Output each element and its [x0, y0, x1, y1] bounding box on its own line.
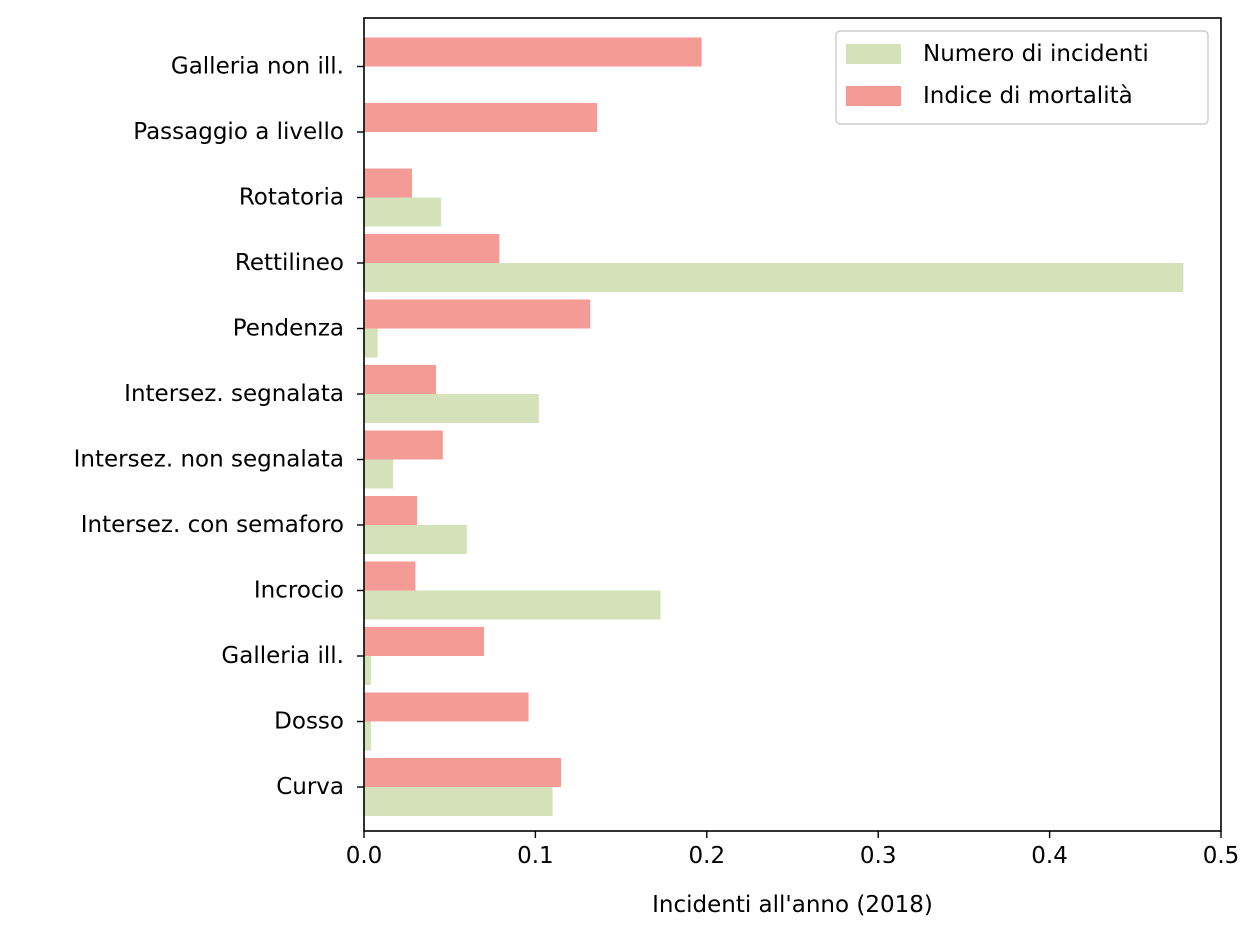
bar-s0-2 [364, 656, 371, 685]
y-tick-label-0: Curva [276, 774, 344, 800]
y-tick-label-3: Incrocio [254, 578, 344, 604]
x-tick-label-2: 0.2 [689, 843, 726, 869]
bar-s0-8 [364, 263, 1184, 292]
bar-s1-7 [364, 299, 591, 329]
x-axis-label: Incidenti all'anno (2018) [652, 892, 933, 918]
bars-layer [364, 37, 1184, 816]
bar-s0-0 [364, 787, 553, 816]
y-tick-label-5: Intersez. non segnalata [74, 447, 344, 473]
bar-s1-1 [364, 692, 529, 722]
bar-s1-2 [364, 627, 484, 656]
bar-s1-3 [364, 561, 416, 591]
bar-s0-9 [364, 197, 442, 227]
y-tick-label-8: Rettilineo [235, 250, 344, 276]
y-tick-label-4: Intersez. con semaforo [81, 512, 344, 538]
legend-box [835, 30, 1209, 125]
legend-swatch-1 [846, 86, 901, 106]
bar-s1-6 [364, 365, 436, 394]
x-tick-label-4: 0.4 [1031, 843, 1068, 869]
bar-s1-11 [364, 37, 702, 67]
bar-s0-3 [364, 590, 661, 620]
legend-label-1: Indice di mortalità [923, 83, 1133, 109]
bar-s0-4 [364, 525, 467, 554]
legend-label-0: Numero di incidenti [923, 41, 1149, 67]
y-tick-label-9: Rotatoria [239, 185, 344, 211]
bar-s0-7 [364, 328, 378, 358]
bar-s1-8 [364, 234, 500, 263]
bar-s0-6 [364, 394, 539, 423]
bar-s0-1 [364, 721, 371, 751]
y-tick-label-11: Galleria non ill. [171, 54, 344, 80]
x-tick-label-3: 0.3 [860, 843, 897, 869]
y-tick-label-1: Dosso [274, 709, 344, 735]
x-tick-label-1: 0.1 [517, 843, 554, 869]
y-tick-label-7: Pendenza [233, 316, 344, 342]
bar-s1-5 [364, 430, 443, 460]
legend: Numero di incidenti Indice di mortalità [835, 30, 1209, 125]
bar-s1-0 [364, 758, 562, 787]
plot-frame [363, 17, 1222, 832]
x-axis: 0.0 0.1 0.2 0.3 0.4 0.5 [346, 831, 1240, 869]
bar-s0-5 [364, 459, 394, 489]
y-tick-label-10: Passaggio a livello [133, 119, 344, 145]
y-tick-label-2: Galleria ill. [221, 643, 344, 669]
x-tick-label-0: 0.0 [346, 843, 383, 869]
bar-s1-10 [364, 103, 598, 132]
y-axis: Curva Dosso Galleria ill. Incrocio Intersez.… [74, 54, 364, 800]
x-tick-label-5: 0.5 [1203, 843, 1240, 869]
legend-swatch-0 [846, 44, 901, 64]
bar-s1-4 [364, 496, 418, 525]
bar-s1-9 [364, 168, 412, 198]
y-tick-label-6: Intersez. segnalata [124, 381, 344, 407]
